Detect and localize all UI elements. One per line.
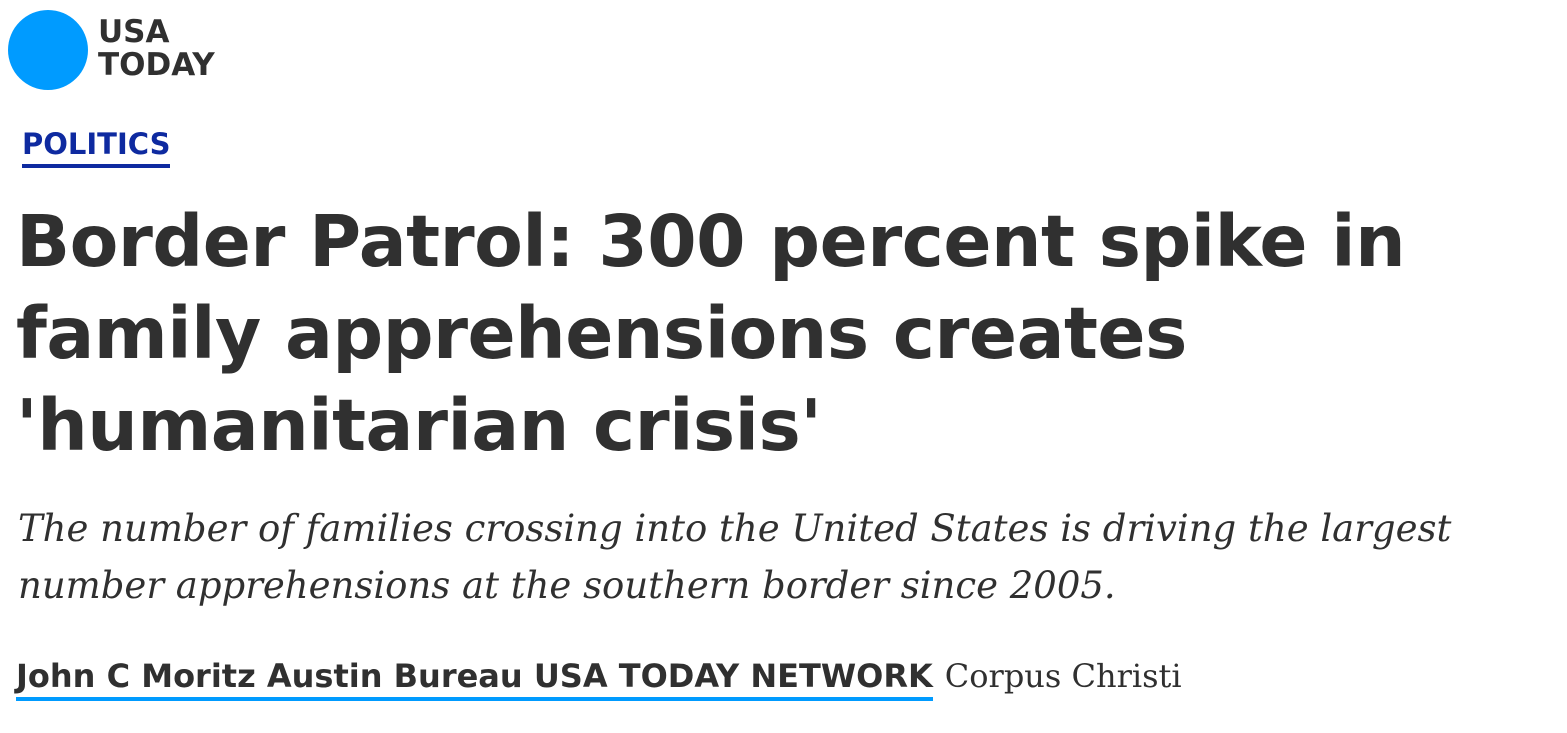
location: Corpus Christi [944, 657, 1182, 695]
author-link[interactable]: John C Moritz Austin Bureau USA TODAY NE… [16, 657, 933, 701]
logo-text[interactable]: USA TODAY [98, 16, 215, 82]
logo-dot[interactable] [8, 10, 88, 90]
headline: Border Patrol: 300 percent spike in fami… [16, 200, 1406, 467]
logo-line: TODAY [98, 47, 215, 83]
byline: John C Moritz Austin Bureau USA TODAY NE… [16, 654, 1182, 701]
summary: The number of families crossing into the… [18, 507, 1452, 607]
logo-line: USA [98, 14, 170, 50]
section-link[interactable]: POLITICS [22, 126, 171, 168]
